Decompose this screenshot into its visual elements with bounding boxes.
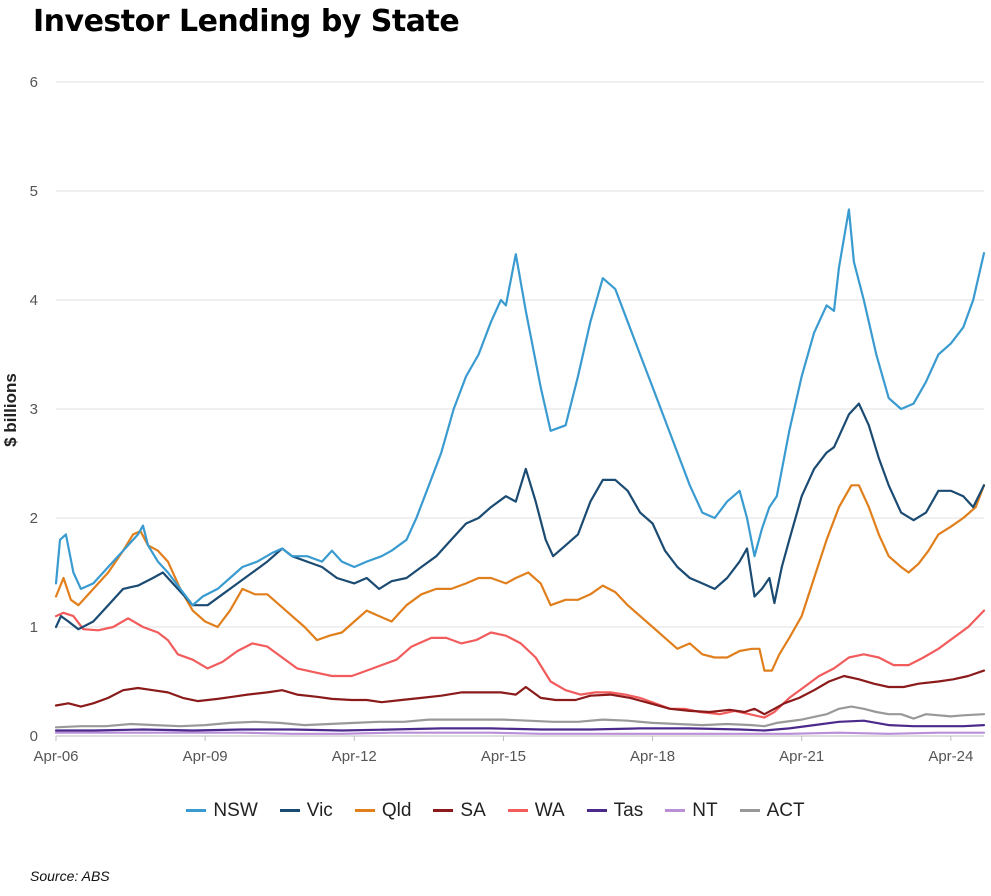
legend-label: Qld [381, 799, 412, 821]
legend-label: NT [692, 799, 718, 821]
y-tick-label: 6 [30, 74, 38, 91]
series-line-act [54, 705, 986, 729]
x-tick-label: Apr-09 [183, 748, 228, 765]
legend-label: WA [534, 799, 565, 821]
legend-item-vic: Vic [279, 799, 333, 822]
series-line-nsw [54, 208, 986, 607]
legend-swatch [739, 809, 760, 812]
legend-item-wa: WA [507, 799, 565, 822]
y-tick-label: 5 [30, 183, 38, 200]
chart-legend: NSW Vic Qld SA WA Tas NT ACT [0, 796, 991, 822]
legend-label: Tas [613, 799, 644, 821]
x-tick-label: Apr-24 [928, 748, 973, 765]
legend-label: ACT [766, 799, 805, 821]
legend-item-sa: SA [433, 799, 486, 822]
legend-item-tas: Tas [586, 799, 644, 822]
x-tick-label: Apr-15 [481, 748, 526, 765]
series-line-sa [54, 669, 986, 716]
series-line-wa [54, 609, 986, 719]
legend-swatch [665, 809, 686, 812]
legend-swatch [186, 809, 207, 812]
y-tick-label: 3 [30, 401, 38, 418]
legend-label: Vic [306, 799, 333, 821]
y-tick-label: 1 [30, 619, 38, 636]
legend-swatch [279, 809, 300, 812]
x-tick-label: Apr-18 [630, 748, 675, 765]
y-tick-label: 2 [30, 510, 38, 527]
series-line-qld [54, 484, 986, 672]
series-line-vic [54, 402, 986, 631]
legend-item-qld: Qld [354, 799, 412, 822]
legend-swatch [507, 809, 528, 812]
series-line-nt [54, 731, 986, 735]
legend-item-act: ACT [739, 799, 805, 822]
legend-swatch [433, 809, 454, 812]
series-line-tas [54, 719, 986, 732]
source-note: Source: ABS [30, 868, 110, 884]
y-tick-label: 4 [30, 292, 38, 309]
legend-item-nsw: NSW [186, 799, 258, 822]
legend-item-nt: NT [665, 799, 718, 822]
legend-label: NSW [213, 799, 258, 821]
x-tick-label: Apr-12 [332, 748, 377, 765]
legend-swatch [354, 809, 375, 812]
legend-label: SA [460, 799, 486, 821]
line-chart: 0 1 2 3 4 5 6 Apr-06 Apr-09 Apr-12 Apr-15 Apr-18 Apr… [30, 74, 986, 765]
legend-swatch [586, 809, 607, 812]
x-tick-label: Apr-21 [779, 748, 824, 765]
chart-title: Investor Lending by State [33, 4, 460, 39]
x-tick-label: Apr-06 [33, 748, 78, 765]
y-tick-label: 0 [30, 728, 38, 745]
